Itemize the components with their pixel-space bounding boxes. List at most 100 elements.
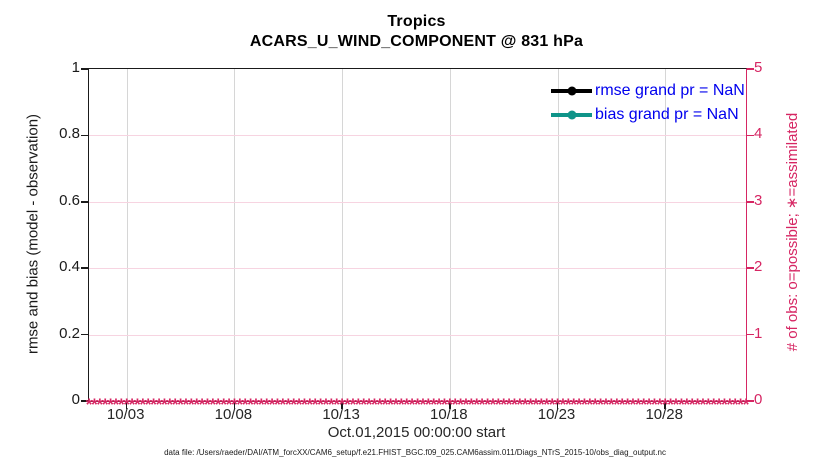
obs-count-asterisk-marker: * bbox=[500, 395, 507, 414]
y-gridline bbox=[89, 268, 746, 270]
x-gridline bbox=[342, 69, 344, 401]
obs-count-asterisk-marker: * bbox=[311, 395, 319, 414]
legend-dot-marker bbox=[567, 110, 576, 120]
obs-count-asterisk-marker: * bbox=[301, 395, 308, 414]
obs-count-asterisk-marker: * bbox=[473, 395, 481, 414]
obs-count-asterisk-marker: * bbox=[559, 395, 567, 414]
obs-count-asterisk-marker: * bbox=[564, 395, 572, 414]
obs-count-asterisk-marker: * bbox=[715, 395, 723, 414]
x-tick-mark bbox=[556, 402, 559, 409]
obs-count-asterisk-marker: * bbox=[128, 395, 136, 414]
obs-count-asterisk-marker: * bbox=[430, 395, 437, 414]
left-y-axis-label: rmse and bias (model - observation) bbox=[24, 113, 42, 355]
obs-count-asterisk-marker: * bbox=[225, 395, 233, 414]
y-gridline bbox=[89, 334, 746, 336]
obs-count-asterisk-marker: * bbox=[570, 395, 577, 414]
obs-count-asterisk-marker: * bbox=[398, 395, 405, 414]
obs-count-asterisk-marker: * bbox=[634, 395, 642, 414]
obs-count-asterisk-marker: * bbox=[96, 395, 104, 414]
obs-count-asterisk-marker: * bbox=[241, 395, 249, 414]
right-y-axis-label: # of obs: o=possible; ∗=assimilated bbox=[784, 112, 801, 352]
obs-count-asterisk-marker: * bbox=[468, 395, 475, 414]
left-y-tick-label: 0.6 bbox=[59, 191, 80, 209]
obs-count-asterisk-marker: * bbox=[381, 395, 389, 414]
obs-count-asterisk-marker: * bbox=[511, 395, 518, 414]
x-tick-label: 10/18 bbox=[430, 406, 468, 423]
obs-count-asterisk-marker: * bbox=[279, 395, 287, 414]
obs-count-asterisk-marker: * bbox=[462, 395, 470, 414]
obs-count-asterisk-marker: * bbox=[446, 395, 454, 414]
obs-count-asterisk-marker: * bbox=[371, 395, 378, 414]
obs-count-asterisk-marker: * bbox=[516, 395, 524, 414]
obs-count-asterisk-marker: * bbox=[231, 395, 238, 414]
obs-count-asterisk-marker: * bbox=[171, 395, 179, 414]
obs-count-asterisk-marker: * bbox=[344, 395, 351, 414]
obs-count-asterisk-marker: * bbox=[247, 395, 254, 414]
obs-count-asterisk-marker: * bbox=[586, 395, 594, 414]
x-axis-label: Oct.01,2015 00:00:00 start bbox=[327, 424, 506, 441]
obs-count-asterisk-marker: * bbox=[667, 395, 674, 414]
x-gridline bbox=[449, 69, 451, 401]
chart-title-region: Tropics bbox=[387, 13, 446, 30]
obs-count-asterisk-marker: * bbox=[538, 395, 545, 414]
obs-count-asterisk-marker: * bbox=[274, 395, 281, 414]
obs-count-asterisk-marker: * bbox=[306, 395, 314, 414]
obs-count-asterisk-marker: * bbox=[608, 395, 615, 414]
left-y-tick-label: 0 bbox=[71, 391, 80, 408]
obs-count-asterisk-marker: * bbox=[645, 395, 653, 414]
obs-count-asterisk-marker: * bbox=[597, 395, 604, 414]
obs-count-asterisk-marker: * bbox=[451, 395, 459, 414]
obs-count-asterisk-marker: * bbox=[134, 395, 141, 414]
right-y-tick-label: 2 bbox=[754, 258, 763, 276]
left-y-tick-label: 1 bbox=[71, 59, 80, 76]
obs-count-asterisk-marker: * bbox=[731, 395, 739, 414]
obs-count-asterisk-marker: * bbox=[144, 395, 152, 414]
x-tick-mark bbox=[449, 402, 451, 409]
obs-count-asterisk-marker: * bbox=[408, 395, 416, 414]
obs-count-asterisk-marker: * bbox=[177, 395, 184, 414]
obs-count-asterisk-marker: * bbox=[672, 395, 680, 414]
obs-count-asterisk-marker: * bbox=[214, 395, 222, 414]
left-y-tick-mark bbox=[81, 400, 88, 402]
legend-item-label: bias grand pr = NaN bbox=[595, 106, 739, 123]
obs-count-asterisk-marker: * bbox=[414, 395, 421, 414]
obs-count-asterisk-marker: * bbox=[317, 395, 324, 414]
obs-count-asterisk-marker: * bbox=[295, 395, 303, 414]
obs-count-asterisk-marker: * bbox=[338, 395, 346, 414]
obs-count-asterisk-marker: * bbox=[742, 395, 750, 414]
obs-count-asterisk-marker: * bbox=[721, 395, 728, 414]
right-y-tick-mark bbox=[747, 201, 754, 203]
x-gridline bbox=[126, 69, 128, 401]
obs-count-asterisk-marker: * bbox=[403, 395, 411, 414]
obs-count-asterisk-marker: * bbox=[220, 395, 227, 414]
x-tick-label: 10/03 bbox=[106, 406, 145, 423]
obs-count-asterisk-marker: * bbox=[155, 395, 163, 414]
obs-count-asterisk-marker: * bbox=[392, 395, 400, 414]
obs-count-asterisk-marker: * bbox=[150, 395, 157, 414]
right-y-tick-label: 4 bbox=[754, 125, 763, 143]
obs-count-asterisk-marker: * bbox=[543, 395, 551, 414]
obs-count-asterisk-marker: * bbox=[704, 395, 712, 414]
right-y-tick-label: 5 bbox=[754, 59, 763, 76]
obs-count-asterisk-marker: * bbox=[85, 395, 93, 414]
obs-count-asterisk-marker: * bbox=[726, 395, 734, 414]
obs-count-asterisk-marker: * bbox=[678, 395, 685, 414]
chart-title-block: Tropics ACARS_U_WIND_COMPONENT @ 831 hPa bbox=[88, 12, 745, 52]
left-y-tick-label: 0.4 bbox=[59, 258, 80, 276]
obs-count-asterisk-marker: * bbox=[193, 395, 201, 414]
obs-count-asterisk-marker: * bbox=[548, 395, 556, 414]
obs-count-asterisk-marker: * bbox=[91, 395, 98, 414]
x-tick-mark bbox=[664, 402, 666, 409]
obs-count-asterisk-marker: * bbox=[532, 395, 540, 414]
legend-item: bias grand pr = NaN bbox=[551, 103, 745, 127]
obs-count-asterisk-marker: * bbox=[489, 395, 497, 414]
obs-count-asterisk-marker: * bbox=[101, 395, 109, 414]
obs-count-asterisk-marker: * bbox=[699, 395, 707, 414]
obs-count-asterisk-marker: * bbox=[252, 395, 260, 414]
obs-count-asterisk-marker: * bbox=[554, 395, 561, 414]
obs-count-asterisk-marker: * bbox=[575, 395, 583, 414]
obs-count-asterisk-marker: * bbox=[209, 395, 217, 414]
legend-dot-marker bbox=[567, 86, 576, 96]
left-y-tick-mark bbox=[81, 333, 88, 336]
obs-count-asterisk-marker: * bbox=[527, 395, 534, 414]
